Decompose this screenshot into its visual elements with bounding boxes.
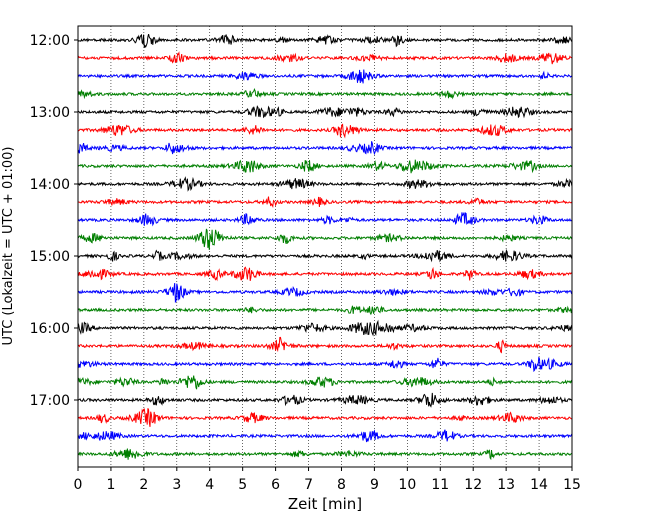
trace-line [77, 429, 573, 443]
trace-line [77, 212, 573, 227]
plot-area [77, 25, 573, 468]
trace-line [77, 51, 573, 65]
trace-line [77, 105, 573, 119]
x-tick-label: 10 [398, 477, 416, 493]
x-tick-label: 2 [139, 477, 148, 493]
trace-line [77, 248, 573, 263]
trace-line [77, 87, 573, 100]
x-tick-label: 13 [497, 477, 515, 493]
trace-line [77, 266, 572, 282]
trace-line [77, 319, 573, 337]
trace-line [77, 196, 573, 209]
seismic-traces [77, 33, 573, 461]
y-axis: 12:00 13:00 14:00 15:00 16:00 17:00 [30, 33, 78, 409]
trace-line [77, 33, 573, 49]
y-tick-label: 17:00 [30, 393, 70, 409]
x-axis-label: Zeit [min] [288, 495, 362, 513]
trace-line [77, 228, 573, 251]
x-tick-label: 6 [271, 477, 280, 493]
x-tick-label: 12 [464, 477, 482, 493]
trace-line [77, 305, 573, 316]
y-tick-label: 15:00 [30, 249, 70, 265]
x-tick-label: 0 [74, 477, 83, 493]
x-tick-label: 1 [106, 477, 115, 493]
y-tick-label: 13:00 [30, 105, 70, 121]
x-tick-label: 4 [205, 477, 214, 493]
x-tick-label: 15 [563, 477, 581, 493]
trace-line [77, 356, 573, 373]
trace-line [77, 176, 573, 192]
trace-line [77, 141, 573, 156]
x-tick-label: 3 [172, 477, 181, 493]
x-tick-label: 7 [304, 477, 313, 493]
trace-line [77, 69, 573, 84]
x-tick-label: 11 [431, 477, 449, 493]
x-tick-label: 14 [530, 477, 548, 493]
x-axis: 0 1 2 3 4 5 6 7 8 9 10 11 12 13 14 15 [74, 467, 581, 493]
trace-line [77, 392, 573, 408]
y-tick-label: 12:00 [30, 33, 70, 49]
y-tick-label: 14:00 [30, 177, 70, 193]
trace-line [77, 375, 573, 390]
trace-line [77, 408, 573, 427]
x-tick-label: 9 [370, 477, 379, 493]
x-tick-label: 5 [238, 477, 247, 493]
x-tick-label: 8 [337, 477, 346, 493]
y-tick-label: 16:00 [30, 321, 70, 337]
trace-line [77, 123, 573, 139]
y-axis-label: UTC (Lokalzeit = UTC + 01:00) [1, 147, 16, 346]
trace-line [77, 282, 573, 304]
trace-line [78, 448, 573, 461]
trace-line [77, 159, 573, 174]
trace-line [77, 336, 573, 354]
